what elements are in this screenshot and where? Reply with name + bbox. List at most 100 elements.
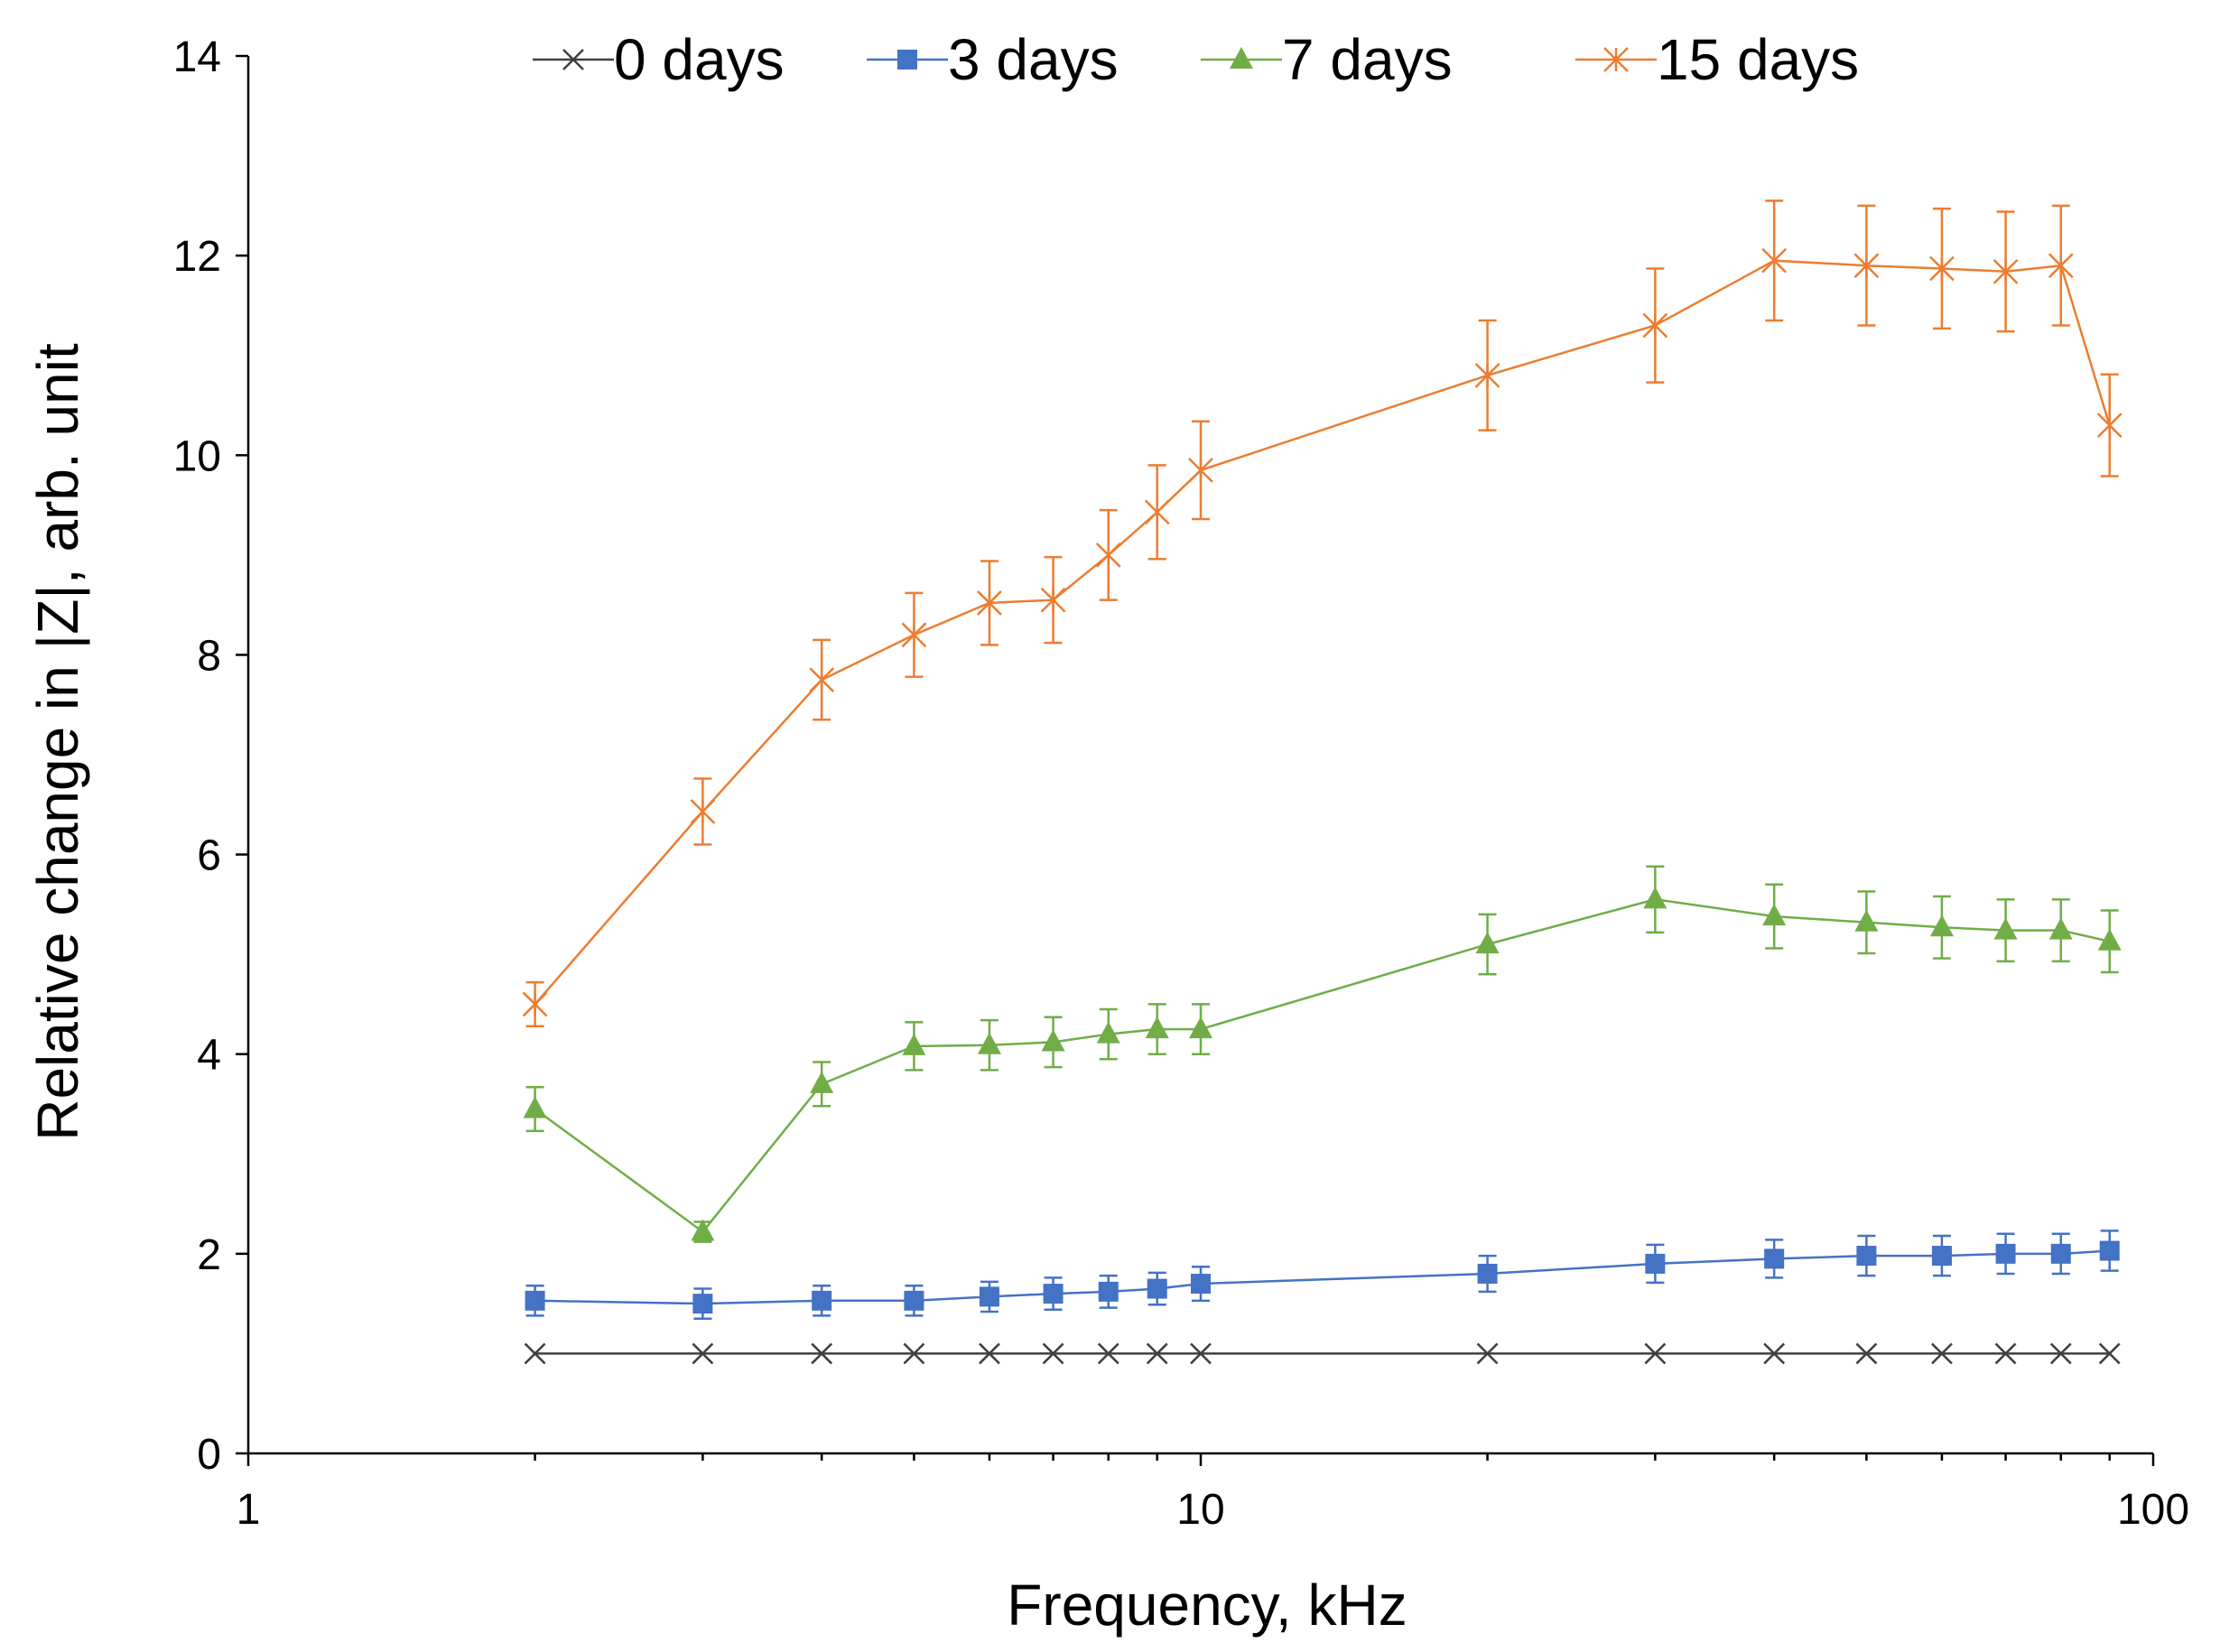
data-point	[1856, 1246, 1877, 1267]
y-tick-label: 14	[173, 33, 221, 81]
series-7-days	[523, 865, 2122, 1243]
data-point	[1189, 1016, 1212, 1039]
x-tick-label: 10	[1176, 1486, 1224, 1534]
legend-swatch-marker	[1603, 47, 1629, 72]
data-point	[1040, 587, 1066, 613]
data-point	[1853, 253, 1880, 279]
data-point	[977, 1032, 1001, 1054]
legend-swatch-marker	[1230, 47, 1253, 69]
data-point	[2097, 928, 2122, 951]
data-point	[1643, 886, 1667, 909]
data-point	[1931, 1342, 1953, 1365]
data-point	[1095, 542, 1121, 568]
y-tick-label: 0	[197, 1431, 221, 1479]
data-point	[2096, 413, 2122, 438]
data-point	[979, 1342, 1000, 1365]
data-point	[1763, 1342, 1786, 1365]
data-point	[692, 1294, 713, 1314]
x-axis-title: Frequency, kHz	[1007, 1573, 1407, 1638]
data-point	[810, 1071, 834, 1093]
legend-item: 0 days	[533, 27, 785, 92]
data-point	[1191, 1274, 1211, 1295]
data-point	[1644, 1342, 1667, 1365]
x-tick-label: 100	[2117, 1486, 2189, 1534]
data-point	[523, 1096, 547, 1118]
data-point	[903, 1342, 925, 1365]
data-point	[1854, 909, 1879, 932]
legend-swatch-marker	[897, 50, 917, 70]
data-point	[1042, 1342, 1064, 1365]
data-point	[1762, 904, 1787, 926]
legend-item: 15 days	[1575, 27, 1859, 92]
legend-label: 0 days	[614, 27, 785, 92]
data-point	[1144, 499, 1170, 525]
data-point	[1993, 917, 2018, 940]
y-tick-label: 12	[173, 233, 221, 281]
data-point	[1188, 457, 1213, 483]
data-point	[901, 622, 927, 648]
data-point	[1474, 362, 1500, 388]
y-tick-label: 8	[197, 632, 221, 680]
series-line	[534, 898, 2110, 1234]
data-point	[1995, 1243, 2016, 1264]
data-point	[1929, 914, 1954, 937]
y-tick-label: 10	[173, 432, 221, 480]
data-point	[904, 1290, 924, 1311]
data-point	[522, 991, 548, 1017]
series-0-days	[524, 1342, 2121, 1365]
data-point	[524, 1342, 546, 1365]
x-tick-label: 1	[237, 1486, 261, 1534]
data-point	[1642, 312, 1668, 339]
data-point	[1097, 1342, 1119, 1365]
data-point	[2050, 1243, 2071, 1264]
data-point	[1098, 1281, 1119, 1302]
data-point	[1475, 932, 1500, 954]
legend-item: 7 days	[1201, 27, 1453, 92]
data-point	[1761, 247, 1788, 274]
data-point	[1147, 1278, 1167, 1299]
y-tick-label: 6	[197, 832, 221, 880]
data-point	[1931, 1246, 1952, 1267]
y-tick-label: 2	[197, 1231, 221, 1279]
data-point	[1855, 1342, 1878, 1365]
data-point	[1145, 1016, 1169, 1039]
data-point	[2098, 1342, 2121, 1365]
series-3-days	[525, 1230, 2120, 1320]
data-point	[979, 1286, 999, 1307]
data-point	[902, 1033, 926, 1055]
data-point	[1190, 1342, 1212, 1365]
data-point	[1992, 258, 2019, 284]
data-point	[811, 1342, 833, 1365]
legend-label: 3 days	[948, 27, 1119, 92]
data-point	[1041, 1029, 1065, 1052]
series-line	[534, 259, 2111, 1006]
data-point	[1096, 1021, 1120, 1044]
legend-label: 7 days	[1282, 27, 1453, 92]
data-point	[2049, 1342, 2072, 1365]
legend-swatch-marker	[562, 49, 584, 70]
data-point	[812, 1290, 832, 1311]
data-point	[1764, 1248, 1785, 1269]
data-point	[2048, 917, 2073, 940]
data-point	[690, 799, 716, 824]
legend-item: 3 days	[867, 27, 1119, 92]
data-point	[1994, 1342, 2017, 1365]
data-point	[1043, 1284, 1064, 1304]
data-point	[1477, 1263, 1498, 1284]
y-axis-title: Relative change in |Z|, arb. unit	[25, 343, 90, 1141]
axes: 0 2 4 6 8 10 12 14 1 10 100	[173, 33, 2189, 1534]
series-15-days	[522, 200, 2122, 1028]
data-point	[1645, 1253, 1666, 1274]
data-point	[2048, 253, 2074, 279]
y-tick-label: 4	[197, 1032, 221, 1080]
data-point	[1476, 1342, 1499, 1365]
data-point	[1146, 1342, 1168, 1365]
data-point	[1929, 255, 1955, 282]
legend: 0 days 3 days 7 days 15 days	[533, 27, 1859, 92]
data-point	[525, 1290, 545, 1311]
legend-label: 15 days	[1657, 27, 1859, 92]
series-layer	[522, 200, 2122, 1365]
data-point	[977, 590, 1002, 616]
data-point	[2099, 1240, 2120, 1261]
